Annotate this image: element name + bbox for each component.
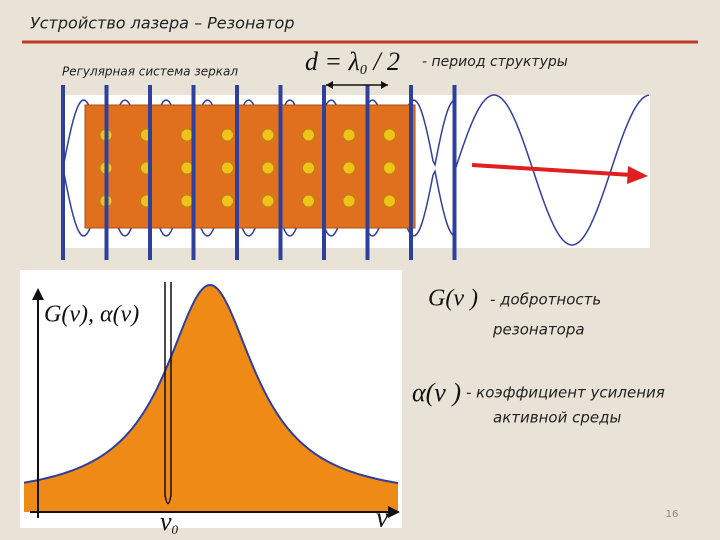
atom (261, 194, 275, 208)
output-arrow (471, 163, 633, 177)
a-text: активной среды (493, 409, 621, 427)
output-wave (454, 94, 650, 246)
a-symbol: α(ν ) (412, 378, 461, 407)
atom (302, 128, 315, 142)
atom (221, 161, 234, 175)
plot (20, 270, 402, 528)
y-label: G(ν), α(ν) (44, 302, 139, 328)
atom (261, 128, 275, 142)
page-number: 16 (666, 509, 679, 520)
formula-sub: 0 (360, 63, 367, 78)
formula-note: - период структуры (422, 54, 568, 70)
nu0-label: ν0 (160, 507, 179, 537)
atom (180, 128, 194, 142)
atom (221, 194, 234, 208)
g-text: резонатора (492, 321, 585, 339)
output-arrow-head (627, 166, 648, 184)
period-arrow-head (326, 81, 388, 89)
title: Устройство лазера – Резонатор (30, 14, 294, 33)
x-axis-head (388, 506, 400, 518)
atom (383, 194, 396, 208)
g-text: - добротность (490, 291, 601, 309)
atom (342, 194, 356, 208)
nu0-sub: 0 (172, 522, 179, 537)
active-medium (84, 104, 416, 229)
nu0-main: ν (160, 507, 172, 536)
gain-area (24, 285, 398, 512)
a-text: - коэффициент усиления (466, 384, 665, 402)
atom (342, 128, 356, 142)
x-label: ν (376, 502, 389, 533)
atom (261, 161, 275, 175)
y-axis-head (32, 288, 44, 300)
atom (342, 161, 356, 175)
atom (221, 128, 234, 142)
gain-curve (23, 283, 399, 485)
atom (302, 194, 315, 208)
formula-main: d = λ (305, 47, 360, 76)
subtitle: Регулярная система зеркал (62, 65, 238, 79)
atom (383, 128, 396, 142)
atom (302, 161, 315, 175)
atom (180, 161, 194, 175)
resonator-line (164, 282, 172, 505)
atom (180, 194, 194, 208)
cavity (61, 81, 650, 260)
formula-rest: / 2 (367, 47, 400, 76)
formula: d = λ0 / 2 (305, 47, 400, 78)
atom (383, 161, 396, 175)
g-symbol: G(ν ) (428, 286, 478, 312)
